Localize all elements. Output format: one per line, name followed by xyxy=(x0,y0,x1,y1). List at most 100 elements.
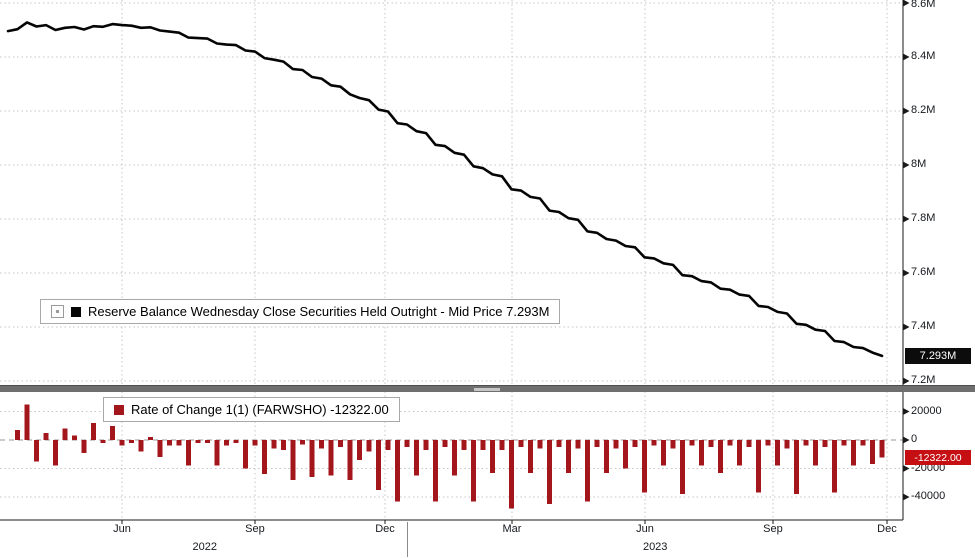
price-line xyxy=(6,21,884,358)
roc-bar xyxy=(518,440,524,448)
roc-bar xyxy=(689,440,695,446)
roc-bar xyxy=(119,440,125,446)
roc-bar xyxy=(404,440,410,448)
roc-bar xyxy=(157,440,163,458)
roc-bar xyxy=(461,440,467,450)
roc-bar xyxy=(547,440,552,505)
roc-bar xyxy=(803,440,809,446)
x-axis-label: Sep xyxy=(763,523,783,535)
roc-bar xyxy=(262,440,267,475)
roc-bar xyxy=(395,440,400,502)
roc-bar xyxy=(414,440,419,476)
price-legend-label: Reserve Balance Wednesday Close Securiti… xyxy=(88,304,550,319)
axis-tick-arrow-icon xyxy=(903,107,910,115)
roc-bar xyxy=(718,440,723,473)
roc-bar xyxy=(537,440,543,449)
last-price-badge: 7.293M xyxy=(905,348,971,364)
roc-bar xyxy=(585,440,590,502)
roc-bar xyxy=(110,425,115,441)
axis-tick-arrow-icon xyxy=(903,408,910,415)
roc-bar xyxy=(566,440,571,473)
divider-grip-icon xyxy=(474,388,500,391)
roc-bar xyxy=(224,440,229,446)
roc-bar xyxy=(860,440,866,446)
x-axis-label: Sep xyxy=(245,523,265,535)
roc-bar xyxy=(366,440,372,452)
roc-bar xyxy=(176,440,182,446)
roc-bar xyxy=(879,440,885,458)
y-axis-label: -40000 xyxy=(911,490,946,502)
price-legend[interactable]: Reserve Balance Wednesday Close Securiti… xyxy=(40,299,561,324)
roc-bar xyxy=(385,440,391,450)
x-axis-label: Mar xyxy=(502,523,522,535)
roc-bar xyxy=(328,440,334,476)
roc-bar xyxy=(775,440,780,466)
roc-bar xyxy=(376,440,381,490)
roc-bar xyxy=(813,440,818,466)
axis-tick-arrow-icon xyxy=(903,377,910,385)
axis-tick-arrow-icon xyxy=(903,0,910,7)
roc-bar xyxy=(613,440,619,449)
roc-bar xyxy=(281,440,286,450)
roc-bar xyxy=(138,440,144,452)
roc-bar xyxy=(746,440,752,448)
axis-tick-arrow-icon xyxy=(903,436,910,444)
roc-bar xyxy=(623,440,628,469)
roc-bar xyxy=(433,440,438,502)
roc-bar xyxy=(632,440,638,448)
year-label: 2023 xyxy=(642,541,668,553)
roc-bar xyxy=(509,440,514,509)
y-axis-label: 7.4M xyxy=(911,320,936,332)
roc-bar xyxy=(15,430,20,440)
y-axis-label: 8.6M xyxy=(911,0,936,10)
roc-bar xyxy=(233,440,239,443)
roc-bar xyxy=(784,440,790,449)
roc-bar xyxy=(243,440,248,469)
roc-bar xyxy=(357,440,362,460)
y-axis-label: 7.6M xyxy=(911,266,936,278)
axis-tick-arrow-icon xyxy=(903,53,910,61)
roc-bar xyxy=(661,440,666,466)
roc-bar xyxy=(727,440,733,446)
roc-legend[interactable]: Rate of Change 1(1) (FARWSHO) -12322.00 xyxy=(103,397,400,422)
roc-bar xyxy=(205,440,210,443)
roc-bar xyxy=(651,440,657,446)
roc-bar xyxy=(851,440,856,466)
roc-bar xyxy=(499,440,505,450)
roc-bar xyxy=(43,432,49,440)
roc-bar xyxy=(300,440,305,445)
roc-bar xyxy=(81,440,87,453)
x-axis-label: Jun xyxy=(636,523,654,535)
roc-bar xyxy=(195,440,201,443)
panel-divider[interactable] xyxy=(0,385,975,392)
roc-bar xyxy=(556,440,562,448)
axis-tick-arrow-icon xyxy=(903,215,910,223)
x-axis-label: Jun xyxy=(113,523,131,535)
roc-bar xyxy=(680,440,685,495)
roc-bar xyxy=(822,440,828,448)
last-roc-badge: -12322.00 xyxy=(905,450,971,465)
roc-bar xyxy=(841,440,847,446)
axis-tick-arrow-icon xyxy=(903,465,910,472)
roc-bar xyxy=(129,440,134,443)
roc-bar xyxy=(708,440,714,448)
roc-bar xyxy=(91,422,96,440)
roc-bar xyxy=(528,440,533,473)
roc-bar xyxy=(62,428,68,440)
y-axis-label: 20000 xyxy=(911,404,942,417)
y-axis-label: 7.2M xyxy=(911,374,936,386)
roc-bar xyxy=(642,440,647,493)
roc-bar xyxy=(309,440,315,478)
roc-bar xyxy=(72,435,77,440)
roc-bar xyxy=(832,440,837,493)
legend-grip-icon xyxy=(51,305,64,318)
axis-tick-arrow-icon xyxy=(903,493,910,501)
roc-series-swatch-icon xyxy=(114,404,124,415)
roc-bar xyxy=(756,440,761,493)
roc-bar xyxy=(347,440,353,480)
roc-bar xyxy=(338,440,343,448)
roc-bar xyxy=(737,440,742,466)
y-axis-label: 7.8M xyxy=(911,212,936,224)
roc-bar xyxy=(471,440,476,502)
roc-bar xyxy=(442,440,448,448)
